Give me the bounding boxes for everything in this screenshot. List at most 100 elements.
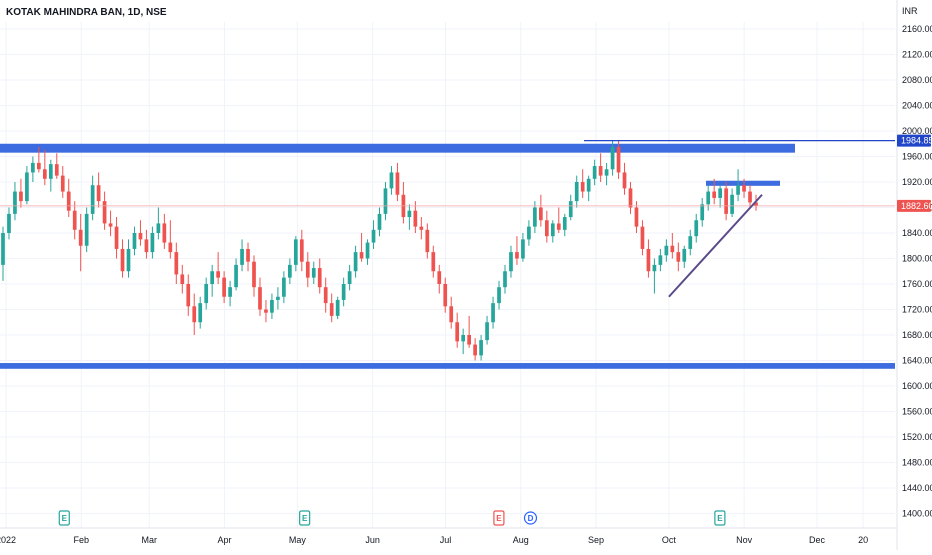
candle-body (282, 277, 286, 297)
candle (66, 178, 71, 218)
candle-body (234, 264, 238, 288)
candle-body (323, 287, 328, 304)
candle-body (646, 248, 651, 272)
time-axis[interactable]: 2022 Feb Mar Apr May Jun Jul Aug Sep Oct Nov Dec 20 (0, 527, 897, 545)
candle-body (174, 252, 179, 275)
candle (198, 296, 203, 329)
price-tick-label: 1480.00 (902, 458, 932, 468)
candle (1, 226, 5, 281)
candle-body (7, 213, 11, 233)
candle (120, 239, 125, 278)
candle (539, 194, 543, 227)
candle (25, 166, 29, 205)
candle (186, 274, 191, 316)
price-axis[interactable]: 2160.00 2120.00 2080.00 2040.00 2000.00 1960.… (896, 0, 932, 550)
candle (497, 280, 501, 310)
event-dividend[interactable]: D (523, 511, 538, 525)
candle-body (13, 191, 17, 214)
candle-body (293, 239, 298, 265)
candle-body (616, 146, 621, 173)
candle (282, 271, 286, 304)
candle-body (54, 164, 59, 176)
price-tick-label: 1640.00 (902, 356, 932, 366)
candle-body (78, 229, 83, 246)
candle-body (574, 182, 579, 202)
event-label: E (62, 514, 68, 523)
time-tick-label: Jul (440, 535, 452, 545)
candle (515, 236, 519, 265)
overlays[interactable] (0, 140, 895, 298)
candle (60, 166, 65, 198)
candle (311, 261, 316, 284)
ascending-trendline[interactable] (668, 194, 763, 298)
candle (574, 175, 579, 208)
price-tick-label: 2120.00 (902, 50, 932, 60)
candle (622, 162, 627, 195)
candle-body (682, 248, 687, 262)
candle-body (431, 252, 436, 272)
candle-body (718, 188, 722, 198)
event-earnings-negative[interactable]: E (493, 510, 505, 526)
candle (174, 242, 179, 284)
event-earnings[interactable]: E (299, 510, 311, 526)
time-tick-label: Nov (736, 535, 753, 545)
candle (419, 217, 424, 240)
candle-body (150, 233, 155, 253)
event-earnings[interactable]: E (714, 510, 726, 526)
candle-body (270, 299, 274, 313)
last-price-badge[interactable]: 1882.60 (897, 199, 932, 212)
candle (359, 233, 364, 262)
candle-body (706, 191, 711, 205)
candle-body (742, 185, 746, 192)
resistance-zone[interactable] (0, 143, 795, 153)
candle (383, 182, 388, 221)
candle (150, 226, 155, 259)
candle-body (521, 239, 525, 259)
price-tick-label: 1760.00 (902, 279, 932, 289)
candle-body (222, 277, 226, 297)
candle-body (413, 210, 418, 227)
candle (246, 242, 250, 272)
support-zone[interactable] (0, 363, 895, 369)
candle-body (240, 248, 244, 265)
candle-body (144, 239, 149, 253)
candle (449, 296, 454, 329)
candle-body (126, 248, 131, 272)
candle (580, 169, 585, 198)
candle-body (467, 335, 471, 345)
candle-body (664, 245, 669, 256)
candle (84, 207, 89, 253)
zones[interactable] (0, 143, 895, 369)
candle-body (383, 188, 388, 214)
event-earnings[interactable]: E (58, 510, 70, 526)
candle (347, 264, 352, 291)
candle-body (317, 268, 322, 288)
candle (503, 264, 507, 294)
candle (700, 197, 705, 227)
candle (634, 201, 639, 233)
candle-body (353, 252, 358, 272)
marked-level-badge[interactable]: 1984.85 (897, 134, 932, 147)
candle-body (377, 213, 382, 230)
minor-resistance-zone[interactable] (706, 180, 780, 186)
candle-body (276, 296, 280, 300)
candle-body (634, 207, 639, 227)
candle (568, 194, 573, 221)
price-tick-label: 1720.00 (902, 305, 932, 315)
candle (682, 245, 687, 269)
candle-body (568, 201, 573, 218)
candle (222, 271, 226, 304)
candle (544, 210, 549, 243)
candle (299, 229, 304, 272)
event-label: D (528, 514, 534, 523)
candle (7, 207, 11, 240)
price-tick-label: 1680.00 (902, 330, 932, 340)
candle-body (694, 220, 699, 237)
candle (413, 201, 418, 233)
candle-body (640, 226, 645, 249)
candle-body (365, 242, 370, 259)
time-tick-label: Apr (218, 535, 232, 545)
